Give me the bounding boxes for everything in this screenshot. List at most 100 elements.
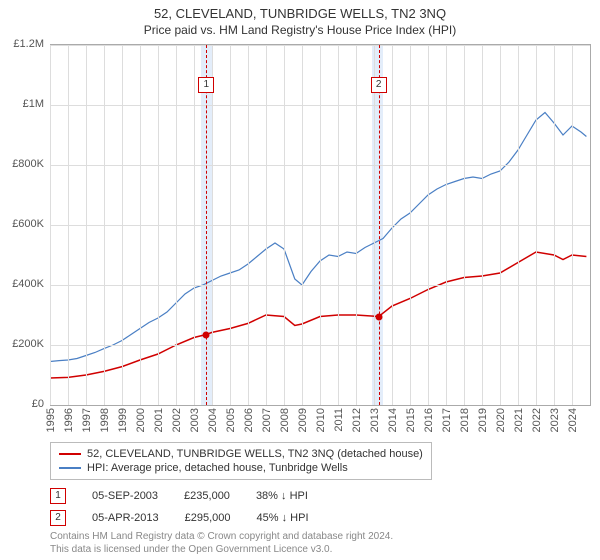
gridline-v — [410, 45, 411, 405]
xtick-label: 1995 — [45, 408, 57, 432]
sale-dash-line — [379, 45, 380, 405]
gridline-v — [86, 45, 87, 405]
gridline-v — [392, 45, 393, 405]
chart-area: 12 £0£200K£400K£600K£800K£1M£1.2M1995199… — [50, 44, 590, 404]
gridline-v — [212, 45, 213, 405]
xtick-label: 2023 — [549, 408, 561, 432]
xtick-label: 2011 — [333, 408, 345, 432]
sale-marker-box: 1 — [198, 77, 214, 93]
xtick-label: 1997 — [81, 408, 93, 432]
gridline-v — [554, 45, 555, 405]
gridline-v — [230, 45, 231, 405]
gridline-v — [500, 45, 501, 405]
gridline-v — [518, 45, 519, 405]
xtick-label: 2001 — [153, 408, 165, 432]
xtick-label: 1999 — [117, 408, 129, 432]
gridline-v — [266, 45, 267, 405]
xtick-label: 2000 — [135, 408, 147, 432]
xtick-label: 2005 — [225, 408, 237, 432]
ytick-label: £400K — [0, 278, 44, 290]
sale-marker-box: 2 — [371, 77, 387, 93]
xtick-label: 1998 — [99, 408, 111, 432]
plot-region: 12 — [50, 44, 591, 406]
xtick-label: 2007 — [261, 408, 273, 432]
sale-point-dot — [203, 331, 210, 338]
legend-item-hpi: HPI: Average price, detached house, Tunb… — [59, 461, 423, 475]
sale-row-2: 2 05-APR-2013 £295,000 45% ↓ HPI — [50, 510, 309, 526]
xtick-label: 2013 — [369, 408, 381, 432]
sale-dash-line — [206, 45, 207, 405]
footer-line-1: Contains HM Land Registry data © Crown c… — [50, 530, 393, 543]
gridline-v — [248, 45, 249, 405]
xtick-label: 2016 — [423, 408, 435, 432]
ytick-label: £800K — [0, 158, 44, 170]
legend-item-price-paid: 52, CLEVELAND, TUNBRIDGE WELLS, TN2 3NQ … — [59, 447, 423, 461]
sale-marker-1: 1 — [50, 488, 66, 504]
gridline-v — [338, 45, 339, 405]
gridline-v — [50, 45, 51, 405]
legend-swatch-hpi — [59, 467, 81, 469]
gridline-v — [446, 45, 447, 405]
sale-row-1: 1 05-SEP-2003 £235,000 38% ↓ HPI — [50, 488, 308, 504]
xtick-label: 2012 — [351, 408, 363, 432]
xtick-label: 2002 — [171, 408, 183, 432]
series-price_paid — [50, 252, 586, 378]
gridline-v — [194, 45, 195, 405]
sale-price-1: £235,000 — [184, 490, 230, 502]
xtick-label: 2020 — [495, 408, 507, 432]
gridline-v — [68, 45, 69, 405]
xtick-label: 2015 — [405, 408, 417, 432]
chart-subtitle: Price paid vs. HM Land Registry's House … — [0, 21, 600, 41]
ytick-label: £600K — [0, 218, 44, 230]
sale-date-1: 05-SEP-2003 — [92, 490, 158, 502]
gridline-v — [176, 45, 177, 405]
gridline-v — [536, 45, 537, 405]
series-hpi — [50, 113, 586, 362]
xtick-label: 2014 — [387, 408, 399, 432]
ytick-label: £200K — [0, 338, 44, 350]
gridline-v — [320, 45, 321, 405]
gridline-v — [374, 45, 375, 405]
legend-swatch-price-paid — [59, 453, 81, 455]
xtick-label: 2009 — [297, 408, 309, 432]
xtick-label: 2018 — [459, 408, 471, 432]
legend-label-price-paid: 52, CLEVELAND, TUNBRIDGE WELLS, TN2 3NQ … — [87, 448, 423, 460]
sale-delta-1: 38% ↓ HPI — [256, 490, 308, 502]
xtick-label: 2010 — [315, 408, 327, 432]
sale-date-2: 05-APR-2013 — [92, 512, 159, 524]
sale-marker-2: 2 — [50, 510, 66, 526]
legend-label-hpi: HPI: Average price, detached house, Tunb… — [87, 462, 348, 474]
xtick-label: 2019 — [477, 408, 489, 432]
gridline-v — [158, 45, 159, 405]
xtick-label: 2004 — [207, 408, 219, 432]
chart-title: 52, CLEVELAND, TUNBRIDGE WELLS, TN2 3NQ — [0, 0, 600, 21]
xtick-label: 2022 — [531, 408, 543, 432]
xtick-label: 2017 — [441, 408, 453, 432]
gridline-v — [356, 45, 357, 405]
xtick-label: 2008 — [279, 408, 291, 432]
ytick-label: £1.2M — [0, 38, 44, 50]
sale-point-dot — [375, 313, 382, 320]
footer-line-2: This data is licensed under the Open Gov… — [50, 543, 393, 556]
legend: 52, CLEVELAND, TUNBRIDGE WELLS, TN2 3NQ … — [50, 442, 432, 480]
sale-price-2: £295,000 — [185, 512, 231, 524]
gridline-v — [122, 45, 123, 405]
gridline-v — [572, 45, 573, 405]
xtick-label: 2003 — [189, 408, 201, 432]
gridline-v — [428, 45, 429, 405]
gridline-v — [482, 45, 483, 405]
gridline-v — [104, 45, 105, 405]
ytick-label: £1M — [0, 98, 44, 110]
xtick-label: 2006 — [243, 408, 255, 432]
gridline-v — [464, 45, 465, 405]
gridline-v — [140, 45, 141, 405]
xtick-label: 2024 — [567, 408, 579, 432]
gridline-v — [284, 45, 285, 405]
ytick-label: £0 — [0, 398, 44, 410]
sale-delta-2: 45% ↓ HPI — [257, 512, 309, 524]
xtick-label: 2021 — [513, 408, 525, 432]
gridline-v — [302, 45, 303, 405]
chart-container: 52, CLEVELAND, TUNBRIDGE WELLS, TN2 3NQ … — [0, 0, 600, 560]
xtick-label: 1996 — [63, 408, 75, 432]
footer: Contains HM Land Registry data © Crown c… — [50, 530, 393, 556]
